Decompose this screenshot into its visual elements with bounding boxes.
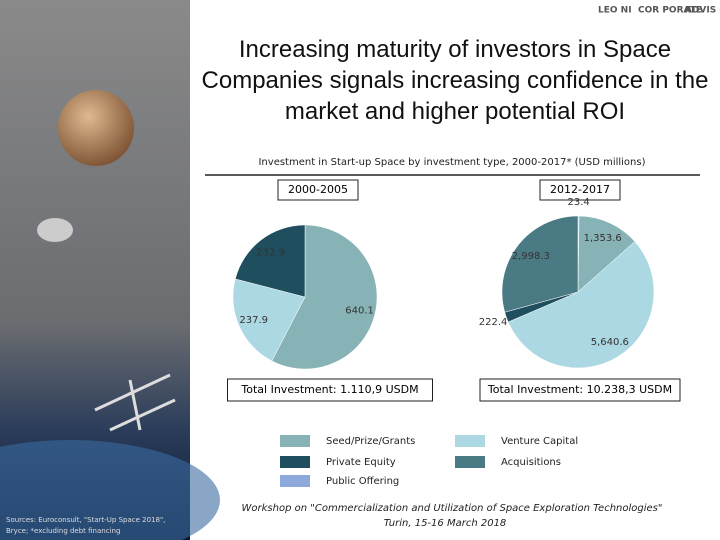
total-label: Total Investment: 1.110,9 USDM	[240, 383, 418, 396]
period-box	[539, 179, 621, 201]
earth	[0, 440, 220, 540]
legend-label: Public Offering	[326, 476, 399, 487]
value-label: 5,640.6	[591, 337, 629, 348]
pie-slice	[234, 224, 306, 298]
period-title: 2000-2005	[288, 183, 348, 196]
workshop-date: Turin, 15-16 March 2018	[384, 518, 507, 529]
moon	[37, 218, 73, 242]
value-label: 640.1	[345, 305, 374, 316]
total-box	[227, 378, 433, 402]
total-label: Total Investment: 10.238,3 USDM	[487, 383, 672, 396]
pie-slice	[501, 215, 579, 313]
legend-swatch	[280, 435, 310, 447]
logo-text: LEO NI	[598, 6, 632, 16]
total-box	[479, 378, 681, 402]
value-label: 222.4	[479, 317, 508, 328]
value-label: 23.4	[568, 197, 590, 208]
period-box	[277, 179, 359, 201]
legend-swatch	[280, 475, 310, 487]
pie-slice	[271, 224, 378, 370]
value-label: 237.9	[239, 315, 268, 326]
chart-heading: Investment in Start-up Space by investme…	[258, 157, 645, 168]
pie-slice	[232, 278, 306, 362]
legend-label: Venture Capital	[501, 436, 578, 447]
station	[94, 373, 176, 432]
sources: Sources: Euroconsult, "Start-Up Space 20…	[6, 516, 166, 535]
value-label: 1,353.6	[584, 233, 622, 244]
value-label: 232.9	[256, 248, 285, 259]
pie-slice	[577, 215, 636, 293]
legend-label: Acquisitions	[501, 457, 561, 468]
logo-text: ADVIS ORS	[685, 6, 720, 16]
legend-label: Seed/Prize/Grants	[326, 436, 415, 447]
legend-swatch	[455, 435, 485, 447]
legend-swatch	[280, 456, 310, 468]
period-title: 2012-2017	[550, 183, 610, 196]
pie-slice	[507, 241, 655, 369]
workshop: Workshop on "Commercialization and Utili…	[242, 503, 663, 514]
planet	[58, 90, 134, 166]
legend-label: Private Equity	[326, 457, 396, 468]
title: Increasing maturity of investors in Spac…	[201, 36, 709, 125]
value-label: 2,998.3	[512, 251, 550, 262]
legend-swatch	[455, 456, 485, 468]
logo-text: COR PORATE	[638, 6, 702, 16]
